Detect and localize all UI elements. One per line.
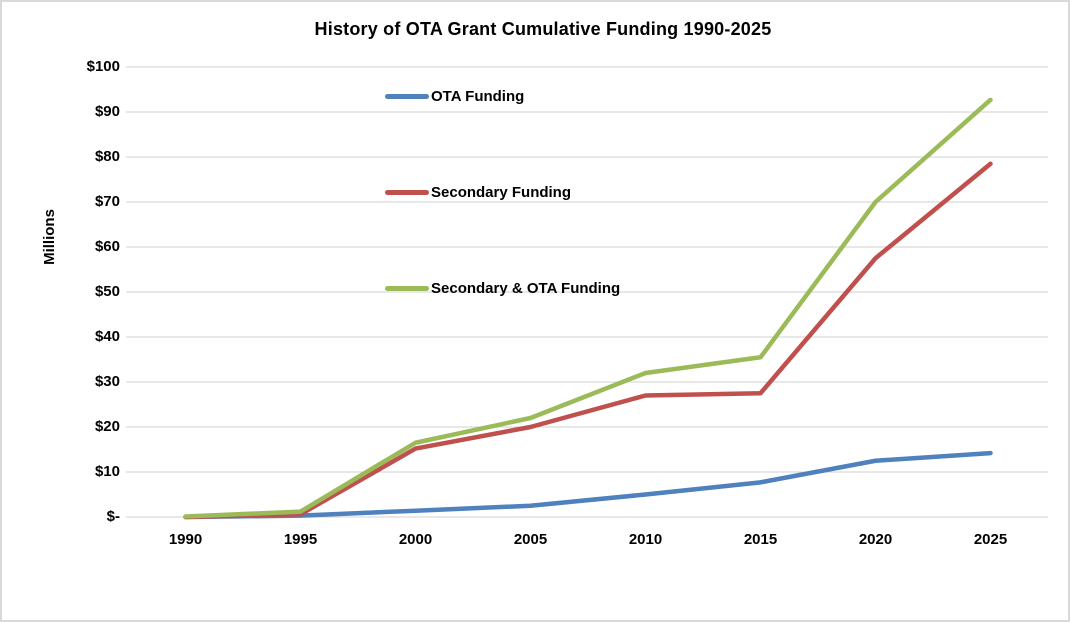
legend-swatch-icon bbox=[385, 285, 429, 291]
series-line-secondary-funding bbox=[183, 161, 993, 520]
x-axis-tick-label: 2020 bbox=[858, 531, 893, 548]
y-axis-tick-label: $100 bbox=[86, 58, 120, 75]
y-axis-tick-label: $80 bbox=[94, 148, 120, 165]
gridlines bbox=[126, 66, 1048, 518]
series-line-secondary-ota-funding bbox=[183, 97, 993, 519]
x-axis-tick-label: 2000 bbox=[398, 531, 433, 548]
legend-label: Secondary & OTA Funding bbox=[431, 279, 621, 297]
y-axis-tick-label: $60 bbox=[94, 238, 120, 255]
legend-item-secondary-funding: Secondary Funding bbox=[385, 181, 571, 203]
series-line-ota-funding bbox=[183, 450, 993, 520]
legend-label: OTA Funding bbox=[431, 87, 525, 105]
y-axis-tick-label: $- bbox=[106, 508, 120, 525]
x-axis-tick-label: 1990 bbox=[168, 531, 203, 548]
x-axis-tick-label: 2005 bbox=[513, 531, 548, 548]
y-axis-tick-label: $20 bbox=[94, 418, 120, 435]
y-axis-tick-label: $70 bbox=[94, 193, 120, 210]
y-axis-tick-label: $50 bbox=[94, 283, 120, 300]
y-axis-tick-label: $40 bbox=[94, 328, 120, 345]
series-lines bbox=[183, 97, 993, 520]
x-axis-tick-label: 2015 bbox=[743, 531, 778, 548]
x-axis-tick-label: 2025 bbox=[973, 531, 1008, 548]
x-axis-tick-label: 2010 bbox=[628, 531, 663, 548]
y-axis-tick-label: $90 bbox=[94, 103, 120, 120]
legend-label: Secondary Funding bbox=[431, 183, 572, 201]
legend-item-ota-funding: OTA Funding bbox=[385, 85, 524, 107]
y-axis-tick-label: $10 bbox=[94, 463, 120, 480]
legend-swatch-icon bbox=[385, 93, 429, 99]
legend-item-secondary-ota-funding: Secondary & OTA Funding bbox=[385, 277, 620, 299]
x-axis-tick-label: 1995 bbox=[283, 531, 318, 548]
chart-title: History of OTA Grant Cumulative Funding … bbox=[314, 19, 772, 39]
y-axis-tick-label: $30 bbox=[94, 373, 120, 390]
legend-swatch-icon bbox=[385, 189, 429, 195]
